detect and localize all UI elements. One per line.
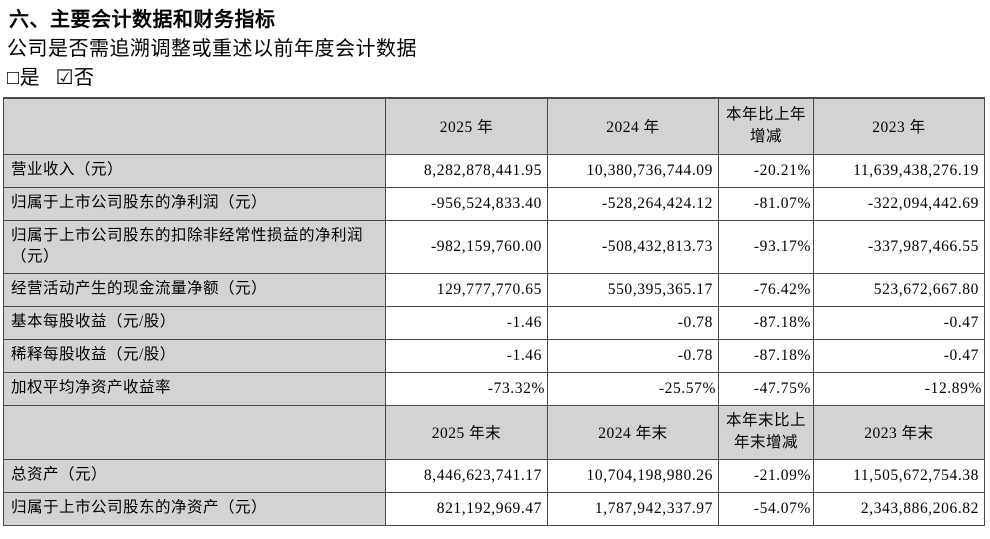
checkbox-yes: □是: [7, 67, 41, 89]
value-2025: -1.46: [385, 338, 548, 373]
restatement-question: 公司是否需追溯调整或重述以前年度会计数据: [7, 38, 417, 60]
value-2024: -528,264,424.12: [547, 186, 719, 221]
table-row-net-profit: 归属于上市公司股东的净利润（元） -956,524,833.40 -528,26…: [3, 186, 985, 221]
value-2024: 1,787,942,337.97: [547, 491, 719, 526]
value-change: -20.21%: [718, 153, 814, 188]
table-row-diluted-eps: 稀释每股收益（元/股） -1.46 -0.78 -87.18% -0.47: [3, 338, 985, 373]
restatement-options: □是 ☑否: [7, 65, 990, 91]
table-row-revenue: 营业收入（元） 8,282,878,441.95 10,380,736,744.…: [3, 153, 985, 188]
table-row-net-profit-excl-nonrecurring: 归属于上市公司股东的扣除非经常性损益的净利润（元） -982,159,760.0…: [3, 219, 985, 274]
row-label: 归属于上市公司股东的净利润（元）: [3, 186, 386, 221]
table-row-total-assets: 总资产（元） 8,446,623,741.17 10,704,198,980.2…: [3, 458, 985, 493]
value-2023: 11,505,672,754.38: [813, 458, 985, 493]
value-2025: -73.32%: [385, 371, 548, 406]
header-yoy-change: 本年比上年 增减: [718, 97, 814, 155]
value-2025: 821,192,969.47: [385, 491, 548, 526]
value-2024: -508,432,813.73: [547, 219, 719, 274]
row-label: 加权平均净资产收益率: [3, 371, 386, 406]
value-2023: -322,094,442.69: [813, 186, 985, 221]
value-2023: -12.89%: [813, 371, 985, 406]
financial-indicators-table: 2025 年 2024 年 本年比上年 增减 2023 年 营业收入（元） 8,…: [3, 97, 985, 526]
value-change: -54.07%: [718, 491, 814, 526]
value-2023: -0.47: [813, 338, 985, 373]
value-2025: -956,524,833.40: [385, 186, 548, 221]
table-row-weighted-avg-roe: 加权平均净资产收益率 -73.32% -25.57% -47.75% -12.8…: [3, 371, 985, 406]
table-header-annual: 2025 年 2024 年 本年比上年 增减 2023 年: [3, 97, 985, 155]
row-label: 总资产（元）: [3, 458, 386, 493]
section-title: 六、主要会计数据和财务指标: [9, 9, 276, 31]
value-2025: 8,446,623,741.17: [385, 458, 548, 493]
table-row-basic-eps: 基本每股收益（元/股） -1.46 -0.78 -87.18% -0.47: [3, 305, 985, 340]
table-row-operating-cash-flow: 经营活动产生的现金流量净额（元） 129,777,770.65 550,395,…: [3, 272, 985, 307]
row-label: 基本每股收益（元/股）: [3, 305, 386, 340]
value-change: -76.42%: [718, 272, 814, 307]
header-empty: [3, 97, 386, 155]
value-2024: -0.78: [547, 338, 719, 373]
header-2025-end: 2025 年末: [385, 404, 548, 460]
value-2025: 129,777,770.65: [385, 272, 548, 307]
value-change: -47.75%: [718, 371, 814, 406]
header-2023-end: 2023 年末: [813, 404, 985, 460]
value-2024: 550,395,365.17: [547, 272, 719, 307]
header-2024-end: 2024 年末: [547, 404, 719, 460]
value-change: -93.17%: [718, 219, 814, 274]
table-header-period-end: 2025 年末 2024 年末 本年末比上 年末增减 2023 年末: [3, 404, 985, 460]
value-change: -81.07%: [718, 186, 814, 221]
checkbox-no: ☑否: [55, 67, 95, 89]
header-empty: [3, 404, 386, 460]
value-2024: 10,704,198,980.26: [547, 458, 719, 493]
value-change: -21.09%: [718, 458, 814, 493]
row-label: 归属于上市公司股东的扣除非经常性损益的净利润（元）: [3, 219, 386, 274]
value-2025: 8,282,878,441.95: [385, 153, 548, 188]
header-2025: 2025 年: [385, 97, 548, 155]
value-2025: -982,159,760.00: [385, 219, 548, 274]
value-2024: 10,380,736,744.09: [547, 153, 719, 188]
value-change: -87.18%: [718, 338, 814, 373]
value-2024: -25.57%: [547, 371, 719, 406]
row-label: 经营活动产生的现金流量净额（元）: [3, 272, 386, 307]
value-2025: -1.46: [385, 305, 548, 340]
value-2024: -0.78: [547, 305, 719, 340]
value-2023: -0.47: [813, 305, 985, 340]
value-2023: 2,343,886,206.82: [813, 491, 985, 526]
row-label: 稀释每股收益（元/股）: [3, 338, 386, 373]
header-2023: 2023 年: [813, 97, 985, 155]
header-2024: 2024 年: [547, 97, 719, 155]
header-end-yoy-change: 本年末比上 年末增减: [718, 404, 814, 460]
row-label: 归属于上市公司股东的净资产（元）: [3, 491, 386, 526]
value-2023: -337,987,466.55: [813, 219, 985, 274]
table-row-net-assets: 归属于上市公司股东的净资产（元） 821,192,969.47 1,787,94…: [3, 491, 985, 526]
value-2023: 11,639,438,276.19: [813, 153, 985, 188]
value-change: -87.18%: [718, 305, 814, 340]
row-label: 营业收入（元）: [3, 153, 386, 188]
value-2023: 523,672,667.80: [813, 272, 985, 307]
